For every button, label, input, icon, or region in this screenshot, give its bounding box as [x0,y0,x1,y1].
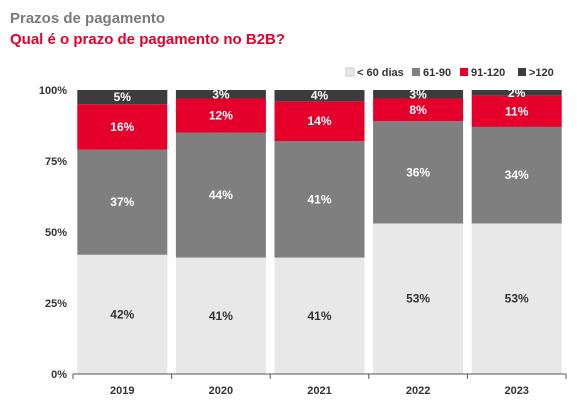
data-label: 36% [406,165,430,179]
data-label: 3% [212,87,230,101]
bar-segment [373,121,464,224]
bar-segment [175,90,266,99]
bar-segment [274,257,365,374]
bar-segment [471,223,562,374]
legend-swatch [412,68,420,76]
data-label: 41% [209,309,233,323]
x-tick-label: 2022 [406,385,430,397]
bar-segment [77,254,168,374]
legend-label: 91-120 [471,67,505,79]
bar-segment [274,90,365,102]
data-label: 16% [110,120,134,134]
legend-swatch [518,68,526,76]
data-label: 44% [209,188,233,202]
data-label: 53% [505,292,529,306]
bar-segment [471,95,562,127]
data-label: 4% [311,89,329,103]
x-tick-label: 2020 [209,385,233,397]
x-tick-label: 2021 [307,385,331,397]
legend-swatch [345,67,355,77]
bar-segment [373,90,464,99]
legend-label: 61-90 [423,67,451,79]
bar-segment [175,98,266,133]
data-label: 12% [209,109,233,123]
data-label: 41% [307,309,331,323]
data-label: 41% [307,192,331,206]
y-tick-label: 50% [45,227,67,239]
bar-segment [373,98,464,122]
y-tick-label: 25% [45,298,67,310]
data-label: 2% [508,86,526,100]
data-label: 14% [307,114,331,128]
bar-segment [175,257,266,374]
x-tick-label: 2019 [110,385,134,397]
bar-segment [373,223,464,374]
chart-title: Prazos de pagamento [10,10,166,27]
legend-label: >120 [529,67,554,79]
data-label: 53% [406,292,430,306]
bar-segment [274,101,365,142]
legend-swatch [460,68,468,76]
data-label: 3% [409,87,427,101]
bar-segment [471,90,562,96]
data-label: 8% [409,103,427,117]
y-tick-label: 0% [51,369,67,381]
data-label: 5% [114,90,132,104]
y-tick-label: 75% [45,156,67,168]
chart-subtitle: Qual é o prazo de pagamento no B2B? [10,31,286,48]
bar-segment [471,126,562,224]
data-label: 37% [110,195,134,209]
bar-segment [77,104,168,150]
bar-segment [77,90,168,105]
y-tick-label: 100% [39,85,67,97]
bar-segment [77,149,168,255]
data-label: 34% [505,168,529,182]
bar-segment [274,141,365,258]
data-label: 42% [110,307,134,321]
legend-label: < 60 dias [357,67,404,79]
bar-segment [175,132,266,258]
x-tick-label: 2023 [504,385,528,397]
data-label: 11% [505,104,529,118]
